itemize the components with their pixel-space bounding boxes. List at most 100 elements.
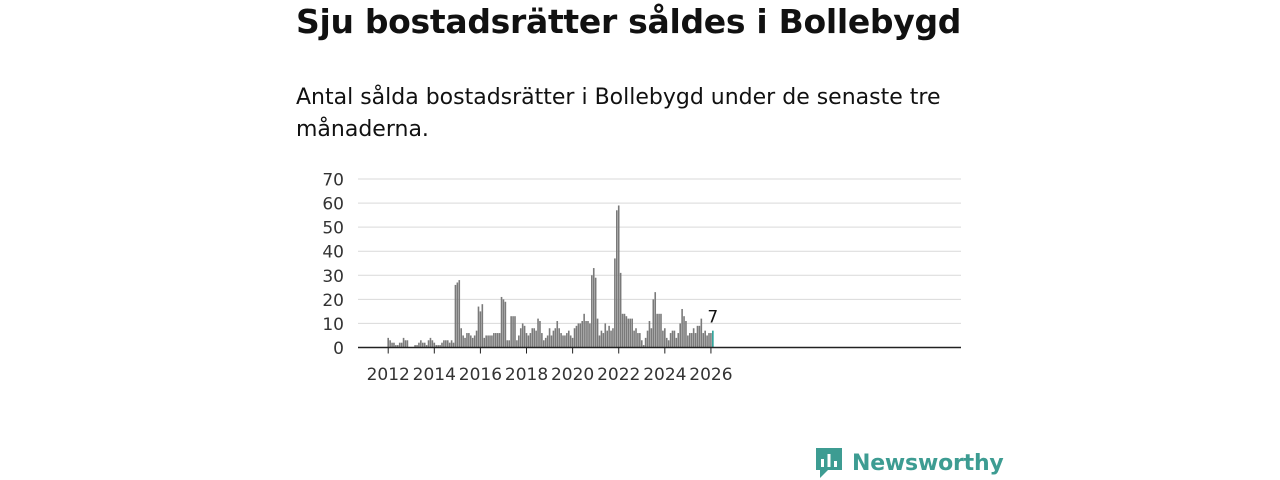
bar	[468, 333, 470, 348]
bar	[654, 292, 657, 348]
bar	[518, 335, 520, 348]
bar	[439, 345, 441, 348]
bar	[420, 340, 422, 348]
bar	[642, 345, 645, 348]
bar	[658, 313, 660, 348]
bar	[675, 337, 678, 348]
bar	[479, 311, 482, 348]
bar	[431, 340, 434, 348]
bar	[688, 333, 691, 348]
bar	[617, 205, 620, 348]
bar	[537, 318, 539, 348]
bar	[473, 335, 476, 348]
bar	[591, 275, 593, 348]
bar	[600, 330, 603, 348]
bar	[702, 333, 705, 348]
bar	[391, 342, 393, 348]
bar	[583, 313, 585, 348]
bar	[560, 333, 562, 348]
bar	[556, 321, 559, 348]
x-tick-label: 2020	[551, 365, 594, 385]
bar	[489, 335, 491, 348]
y-tick-label: 10	[322, 315, 344, 335]
bar	[635, 328, 637, 348]
bar	[594, 277, 597, 348]
bar	[510, 316, 512, 348]
bar	[508, 340, 511, 348]
bar	[548, 328, 551, 348]
y-tick-label: 20	[322, 291, 344, 311]
bar	[573, 328, 576, 348]
bar	[544, 337, 547, 348]
bar	[397, 345, 399, 348]
x-tick-label: 2012	[367, 365, 410, 385]
bar	[460, 328, 462, 348]
chart-subtitle: Antal sålda bostadsrätter i Bollebygd un…	[296, 85, 941, 142]
chart-logo-icon	[816, 448, 842, 478]
bar	[418, 342, 420, 348]
bar	[543, 340, 545, 348]
bar	[452, 342, 455, 348]
bar	[615, 210, 618, 348]
bar	[550, 335, 553, 348]
bar	[660, 313, 662, 348]
bar	[441, 342, 443, 348]
bar	[496, 333, 499, 348]
bar	[704, 330, 706, 348]
bar	[700, 318, 703, 348]
y-tick-label: 40	[322, 243, 344, 263]
x-tick-label: 2014	[413, 365, 456, 385]
bar	[525, 333, 528, 348]
brand-name: Newsworthy	[852, 450, 1004, 476]
bar	[393, 342, 395, 348]
bar	[710, 333, 712, 348]
bar	[677, 333, 680, 348]
bar	[481, 304, 484, 348]
bar	[621, 313, 624, 348]
bar	[504, 301, 507, 348]
bar	[683, 316, 685, 348]
newsworthy-logo[interactable]: Newsworthy	[814, 446, 1004, 480]
bar	[464, 337, 466, 348]
bar	[416, 345, 418, 348]
bar	[564, 335, 566, 348]
bar	[450, 340, 453, 348]
y-tick-label: 60	[322, 195, 344, 215]
bar	[454, 284, 457, 348]
bar	[483, 337, 486, 348]
bar	[648, 321, 651, 348]
bar	[612, 328, 614, 348]
bar	[579, 323, 582, 348]
bar	[446, 340, 449, 348]
bar	[631, 318, 633, 348]
bar	[516, 340, 518, 348]
bar	[433, 342, 436, 348]
bar	[696, 325, 699, 348]
bar	[575, 325, 578, 348]
bar	[554, 328, 557, 348]
bar	[535, 330, 537, 348]
bar	[604, 323, 607, 348]
y-tick-label: 70	[322, 171, 344, 191]
bar	[477, 306, 480, 348]
bar	[694, 333, 697, 348]
bar	[577, 323, 580, 348]
bar	[506, 340, 509, 348]
bar	[425, 345, 428, 348]
bar	[493, 333, 495, 348]
bar	[487, 335, 489, 348]
bar	[606, 330, 608, 348]
bar	[541, 333, 543, 348]
bar	[667, 340, 670, 348]
bar	[633, 330, 635, 348]
y-tick-label: 30	[322, 267, 344, 287]
bar	[427, 340, 430, 348]
bar	[523, 325, 526, 348]
bar	[681, 308, 683, 348]
bar	[485, 335, 487, 348]
bar	[592, 268, 595, 348]
bar	[456, 282, 459, 348]
bar	[608, 325, 610, 348]
bar	[673, 330, 676, 348]
